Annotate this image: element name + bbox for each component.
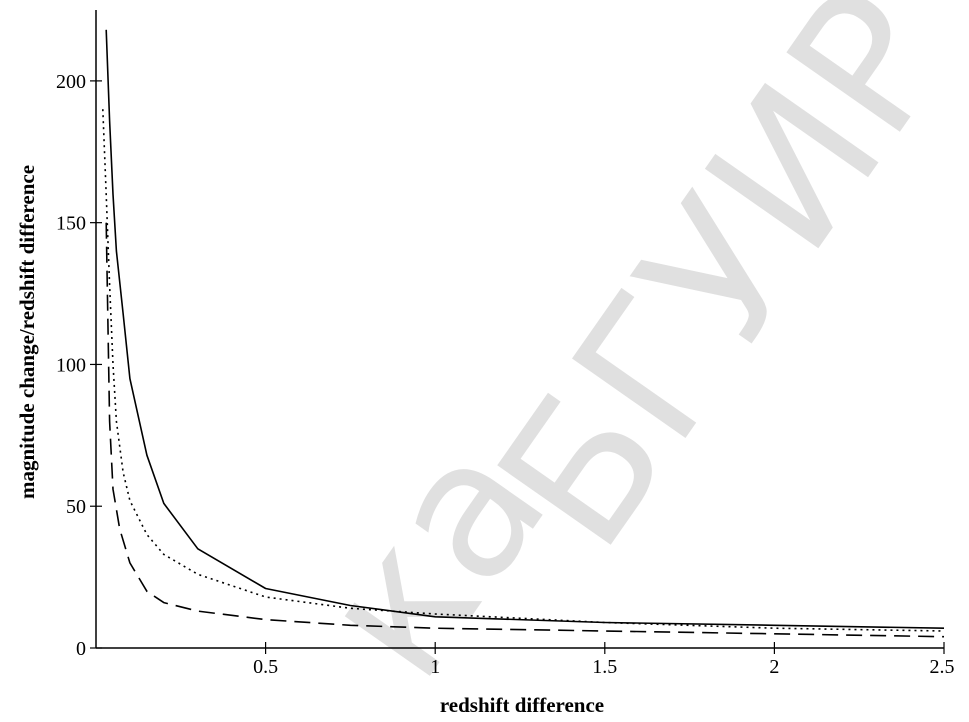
y-axis-title: magnitude change/redshift difference bbox=[15, 165, 39, 499]
series-line-solid bbox=[105, 29, 945, 629]
x-tick-label: 2 bbox=[769, 656, 779, 678]
x-axis-title: redshift difference bbox=[440, 693, 604, 717]
series-line-dotted bbox=[102, 109, 945, 632]
x-ticks: 0.5 1 1.5 2 2.5 bbox=[253, 642, 955, 678]
y-ticks: 0 50 100 150 200 bbox=[56, 71, 102, 660]
plot-area bbox=[102, 29, 945, 638]
x-tick-label: 1.5 bbox=[592, 656, 617, 678]
y-tick-label: 200 bbox=[56, 71, 86, 93]
y-tick-label: 50 bbox=[66, 496, 86, 518]
watermark: БГУИР ка bbox=[276, 0, 969, 716]
y-tick-label: 0 bbox=[76, 638, 86, 660]
y-tick-label: 150 bbox=[56, 213, 86, 235]
x-tick-label: 1 bbox=[430, 656, 440, 678]
series-line-dashed bbox=[105, 222, 945, 638]
x-tick-label: 0.5 bbox=[253, 656, 278, 678]
x-tick-label: 2.5 bbox=[930, 656, 955, 678]
y-tick-label: 100 bbox=[56, 354, 86, 376]
